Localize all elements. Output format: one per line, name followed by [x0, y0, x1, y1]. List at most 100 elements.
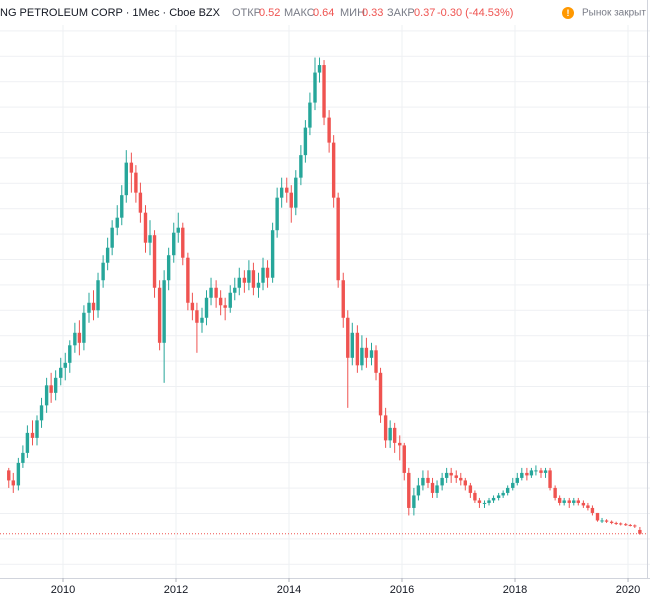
candle-body — [595, 512, 600, 521]
open-label: ОТКР — [232, 7, 261, 19]
candle-body — [407, 472, 411, 508]
candle-body — [614, 522, 618, 524]
candle-body — [53, 377, 58, 393]
candle-body — [270, 230, 275, 278]
candle-body — [68, 345, 72, 363]
candle-body — [176, 227, 180, 233]
candle-body — [134, 172, 138, 193]
candle-body — [477, 500, 482, 503]
candle-body — [25, 432, 30, 453]
candle-body — [454, 475, 458, 478]
candle-body — [63, 362, 67, 368]
x-tick-label: 2016 — [390, 584, 414, 596]
candle-body — [374, 350, 378, 373]
candle-body — [279, 187, 284, 198]
change-value: -0.30 (-44.53%) — [437, 7, 513, 19]
open-value: 0.52 — [259, 7, 280, 19]
candle-body — [426, 477, 430, 483]
x-tick-label: 2010 — [51, 584, 75, 596]
candle-body — [581, 502, 586, 506]
candle-body — [440, 477, 444, 486]
candle-body — [289, 192, 293, 208]
candle-body — [628, 524, 632, 526]
candle-body — [172, 232, 176, 256]
candle-body — [562, 500, 566, 503]
candle-body — [82, 312, 86, 343]
candle-body — [444, 472, 449, 478]
candle-body — [105, 247, 110, 263]
candle-body — [162, 280, 166, 343]
plot-area — [0, 25, 647, 578]
candle-body — [463, 480, 467, 486]
status-icon[interactable] — [562, 7, 574, 19]
header-bar — [0, 0, 647, 25]
candle-body — [148, 235, 152, 243]
high-value: 0.64 — [313, 7, 334, 19]
candle-body — [567, 500, 571, 503]
candle-body — [511, 482, 515, 488]
candle-body — [322, 65, 326, 118]
candle-body — [11, 480, 15, 486]
candle-body — [285, 187, 289, 193]
candle-body — [618, 523, 623, 525]
candle-body — [491, 497, 496, 501]
x-tick-label: 2012 — [164, 584, 188, 596]
candle-body — [124, 162, 128, 196]
candle-body — [416, 485, 421, 496]
candle-body — [388, 427, 392, 441]
candle-body — [152, 235, 157, 288]
candle-body — [214, 287, 218, 298]
candle-body — [398, 442, 402, 446]
candle-body — [412, 495, 416, 508]
candle-body — [435, 485, 439, 493]
candle-body — [35, 420, 39, 438]
candle-body — [355, 332, 360, 366]
candle-body — [200, 317, 204, 323]
candle-body — [364, 347, 369, 358]
candle-body — [515, 477, 519, 483]
candle-body — [265, 267, 270, 278]
x-tick-label: 2014 — [277, 584, 301, 596]
candle-body — [402, 445, 406, 473]
candle-body — [204, 297, 209, 318]
candle-body — [143, 212, 148, 243]
candle-body — [223, 305, 227, 308]
candle-body — [534, 470, 538, 472]
candle-body — [115, 217, 119, 228]
candle-body — [586, 505, 590, 508]
candle-body — [101, 262, 105, 281]
candle-body — [590, 507, 595, 513]
candle-body — [237, 277, 241, 288]
symbol: NG PETROLEUM CORP · 1Мес · Cboe BZX — [0, 7, 221, 19]
candle-body — [331, 142, 336, 198]
candle-body — [576, 500, 580, 503]
close-value: 0.37 — [414, 7, 435, 19]
market-status: Рынок закрыт — [582, 8, 646, 19]
candle-body — [73, 332, 77, 346]
candle-body — [242, 277, 247, 283]
candle-body — [609, 521, 614, 523]
candle-body — [218, 297, 223, 306]
candle-body — [539, 470, 543, 473]
candle-body — [482, 502, 487, 504]
candle-body — [421, 477, 425, 486]
candle-body — [449, 472, 453, 476]
candle-body — [336, 197, 340, 281]
candle-body — [496, 495, 501, 498]
status-icon-text: ! — [567, 8, 570, 18]
candle-body — [487, 500, 491, 503]
candle-body — [468, 485, 473, 493]
candle-body — [553, 487, 557, 498]
candle-body — [299, 155, 303, 178]
candle-body — [91, 302, 96, 311]
candle-body — [251, 270, 256, 288]
candle-body — [383, 415, 388, 441]
high-label: МАКС — [284, 7, 315, 19]
candle-body — [195, 310, 199, 323]
candle-body — [21, 452, 25, 463]
candle-body — [87, 302, 91, 313]
candle-body — [261, 267, 265, 283]
candle-body — [303, 127, 308, 156]
candle-body — [624, 524, 628, 526]
candle-body — [129, 162, 134, 173]
